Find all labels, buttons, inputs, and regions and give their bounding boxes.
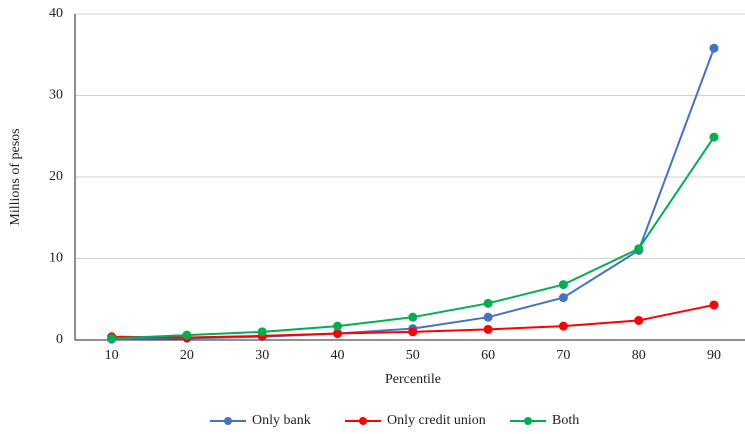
series-line (111, 136, 715, 340)
legend-label: Only credit union (387, 413, 486, 428)
data-point (483, 298, 493, 308)
data-point (709, 43, 719, 53)
data-point (483, 324, 493, 334)
series-line (111, 47, 715, 341)
data-point (333, 328, 342, 338)
legend-label: Only bank (252, 413, 311, 428)
x-tick-label: 40 (331, 348, 345, 363)
y-tick-label: 40 (49, 6, 63, 21)
y-tick-label: 30 (49, 88, 63, 103)
data-point (558, 321, 568, 331)
x-tick-label: 20 (180, 348, 194, 363)
legend-marker (224, 417, 232, 425)
y-axis-title: Millions of pesos (8, 128, 23, 225)
data-point (107, 333, 117, 343)
x-axis-title: Percentile (385, 372, 441, 387)
data-point (558, 293, 568, 303)
data-point (709, 300, 719, 310)
x-tick-label: 10 (105, 348, 119, 363)
x-tick-label: 70 (556, 348, 570, 363)
data-point (634, 244, 644, 254)
x-tick-label: 90 (707, 348, 721, 363)
legend-marker (524, 417, 532, 425)
x-tick-label: 30 (255, 348, 269, 363)
data-point (483, 312, 493, 322)
y-tick-label: 20 (49, 169, 63, 184)
legend-label: Both (552, 413, 579, 428)
x-tick-label: 50 (406, 348, 420, 363)
data-point (408, 327, 418, 337)
data-point (634, 315, 644, 325)
data-point (333, 321, 342, 331)
x-tick-label: 60 (481, 348, 495, 363)
legend-marker (359, 417, 367, 425)
data-point (408, 312, 418, 322)
y-tick-label: 10 (49, 251, 63, 266)
data-point (182, 330, 192, 340)
data-point (558, 280, 568, 290)
data-point (709, 132, 719, 142)
y-tick-label: 0 (56, 332, 63, 347)
data-point (257, 327, 267, 337)
x-tick-label: 80 (632, 348, 646, 363)
